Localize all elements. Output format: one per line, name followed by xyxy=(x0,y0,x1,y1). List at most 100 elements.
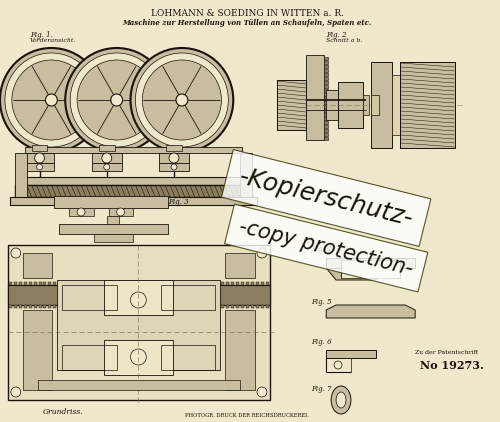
Bar xyxy=(162,282,165,285)
Text: LOHMANN & SOEDING IN WITTEN a. R.: LOHMANN & SOEDING IN WITTEN a. R. xyxy=(150,9,344,18)
Bar xyxy=(128,282,130,285)
Bar xyxy=(108,208,134,216)
Bar xyxy=(324,81,328,84)
Bar xyxy=(206,305,210,308)
Bar xyxy=(277,80,306,130)
Text: -copy protection-: -copy protection- xyxy=(237,217,415,279)
Bar xyxy=(24,147,242,153)
Bar xyxy=(177,282,180,285)
Circle shape xyxy=(77,60,156,140)
Circle shape xyxy=(36,164,43,170)
Bar xyxy=(22,253,52,278)
Circle shape xyxy=(171,164,177,170)
Bar xyxy=(206,282,210,285)
Bar xyxy=(19,305,22,308)
Circle shape xyxy=(104,164,110,170)
Bar xyxy=(64,305,66,308)
Circle shape xyxy=(12,60,91,140)
Bar xyxy=(161,345,216,370)
Bar xyxy=(240,153,252,197)
Bar xyxy=(326,258,415,268)
Bar xyxy=(24,153,54,163)
Text: -Kopierschutz-: -Kopierschutz- xyxy=(236,165,416,231)
Circle shape xyxy=(0,48,103,152)
Bar xyxy=(22,310,52,390)
Bar xyxy=(187,282,190,285)
Bar xyxy=(62,285,116,310)
Bar xyxy=(142,282,146,285)
Bar xyxy=(400,62,454,148)
Bar xyxy=(324,73,328,76)
Text: Fig. 6: Fig. 6 xyxy=(312,338,332,346)
Bar xyxy=(69,208,94,216)
Bar xyxy=(226,305,230,308)
Bar xyxy=(8,245,270,400)
Bar xyxy=(196,305,200,308)
Bar xyxy=(251,282,254,285)
Bar xyxy=(266,305,269,308)
Bar xyxy=(226,282,230,285)
Text: Fig. 1.: Fig. 1. xyxy=(30,31,52,39)
Bar xyxy=(78,282,81,285)
Bar xyxy=(202,282,204,285)
Bar xyxy=(222,282,224,285)
Bar xyxy=(44,305,46,308)
Text: No 19273.: No 19273. xyxy=(420,360,484,371)
Bar xyxy=(166,145,182,151)
Bar xyxy=(83,305,86,308)
Bar xyxy=(112,305,116,308)
Ellipse shape xyxy=(331,386,351,414)
Bar xyxy=(157,305,160,308)
Bar xyxy=(92,153,122,163)
Bar xyxy=(107,216,118,231)
Bar xyxy=(277,80,306,130)
Bar xyxy=(122,305,126,308)
Text: Vorderansicht.: Vorderansicht. xyxy=(30,38,76,43)
Text: Fig. 7: Fig. 7 xyxy=(312,385,332,393)
Bar xyxy=(99,145,114,151)
Bar xyxy=(48,282,51,285)
Bar xyxy=(216,282,220,285)
Bar xyxy=(266,282,269,285)
Bar xyxy=(19,282,22,285)
Bar xyxy=(34,305,36,308)
Bar xyxy=(192,305,194,308)
Bar xyxy=(236,305,239,308)
Bar xyxy=(98,305,101,308)
Bar xyxy=(202,305,204,308)
Circle shape xyxy=(176,94,188,106)
Bar xyxy=(216,305,220,308)
Bar xyxy=(226,253,255,278)
Circle shape xyxy=(65,48,168,152)
Bar xyxy=(132,282,136,285)
Bar xyxy=(108,305,110,308)
Bar xyxy=(232,282,234,285)
Bar xyxy=(58,280,220,370)
Bar xyxy=(58,282,61,285)
Bar xyxy=(28,282,32,285)
Bar xyxy=(54,196,168,208)
Text: Fig. 5: Fig. 5 xyxy=(312,298,332,306)
Bar xyxy=(324,93,328,96)
Circle shape xyxy=(257,248,267,258)
Bar xyxy=(64,282,66,285)
Bar xyxy=(73,282,76,285)
Bar xyxy=(9,282,12,285)
Bar xyxy=(324,97,328,100)
Bar xyxy=(212,305,214,308)
Bar xyxy=(60,224,168,234)
Bar xyxy=(226,310,255,390)
Bar xyxy=(38,305,42,308)
Bar xyxy=(78,305,81,308)
Bar xyxy=(38,380,240,390)
Bar xyxy=(28,305,32,308)
Bar xyxy=(83,282,86,285)
Bar xyxy=(187,305,190,308)
Bar xyxy=(370,62,392,148)
Bar xyxy=(324,105,328,108)
Bar xyxy=(58,305,61,308)
Circle shape xyxy=(11,387,21,397)
Bar xyxy=(103,305,106,308)
Bar xyxy=(241,305,244,308)
Bar xyxy=(128,305,130,308)
